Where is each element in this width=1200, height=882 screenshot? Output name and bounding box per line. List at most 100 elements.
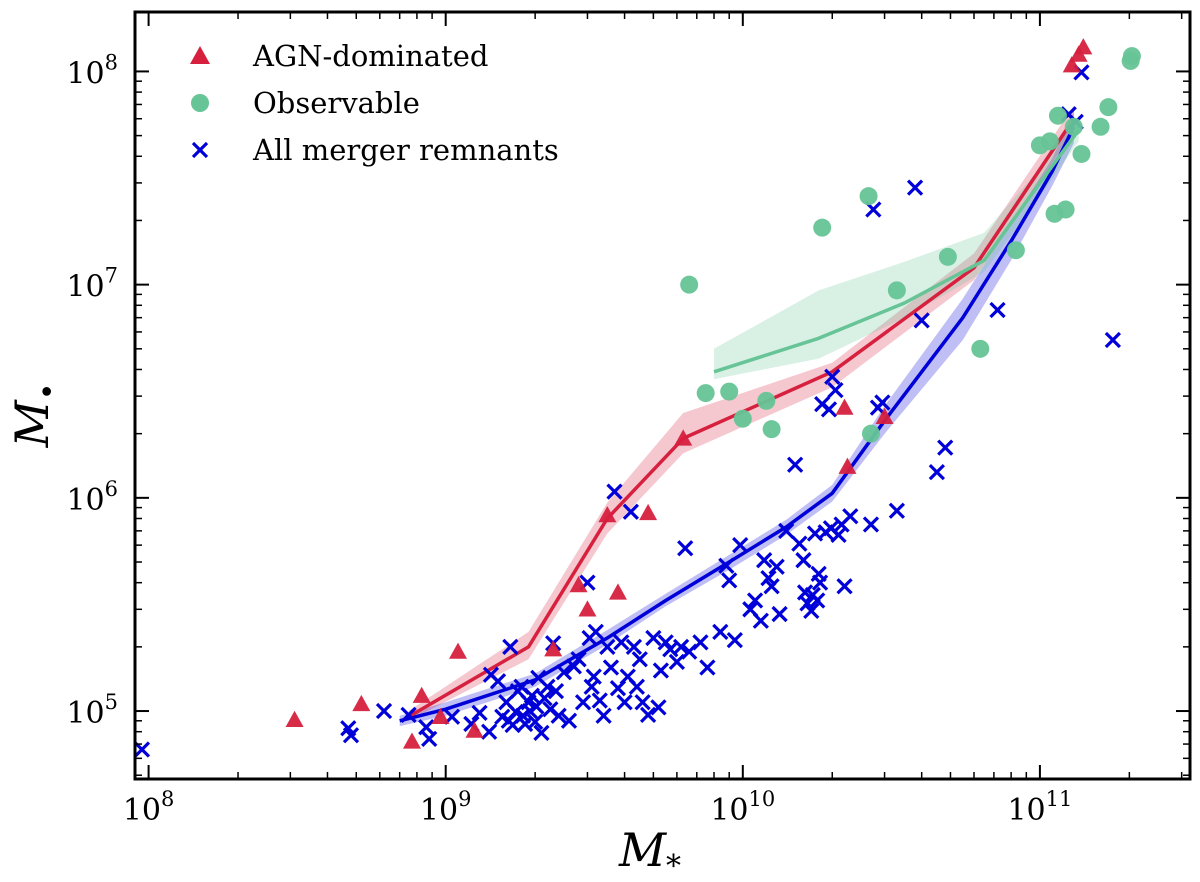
point-x-59 (634, 694, 651, 711)
point-circle-6 (813, 218, 832, 237)
point-x-3 (375, 702, 393, 720)
point-x-37 (560, 712, 578, 729)
point-x-86 (786, 456, 804, 473)
point-x-105 (836, 578, 853, 595)
point-circle-17 (1056, 200, 1075, 219)
point-x-107 (862, 516, 880, 533)
x-axis-title: M* (618, 823, 681, 882)
point-x-113 (913, 312, 930, 329)
point-x-91 (803, 602, 820, 620)
x-tick-label-3: 1011 (1007, 787, 1072, 828)
point-triangle-16 (875, 407, 894, 424)
point-x-75 (726, 632, 743, 649)
point-x-72 (712, 623, 729, 641)
point-circle-9 (887, 281, 906, 300)
point-x-40 (574, 694, 592, 711)
point-x-36 (555, 664, 573, 681)
point-triangle-1 (352, 694, 371, 712)
point-triangle-6 (465, 721, 484, 738)
point-circle-5 (762, 420, 781, 439)
x-tick-label-0: 108 (123, 787, 175, 828)
point-x-101 (824, 368, 841, 385)
point-triangle-13 (674, 429, 693, 446)
point-x-94 (809, 592, 826, 609)
point-x-76 (732, 537, 749, 554)
point-x-79 (752, 612, 769, 629)
point-x-110 (874, 394, 891, 411)
point-x-111 (888, 502, 905, 519)
point-x-103 (830, 526, 847, 544)
point-x-96 (811, 574, 829, 591)
y-tick-label-1: 106 (66, 477, 118, 518)
point-x-120 (1104, 331, 1121, 349)
point-x-71 (699, 659, 716, 676)
point-x-73 (718, 557, 735, 574)
point-x-83 (768, 558, 785, 575)
point-circle-19 (1072, 144, 1091, 163)
point-x-87 (791, 535, 808, 552)
point-circle-14 (1040, 132, 1059, 151)
point-circle-21 (1099, 98, 1118, 117)
point-circle-1 (696, 384, 715, 403)
point-x-10 (480, 723, 498, 740)
point-triangle-10 (598, 506, 617, 523)
point-x-5 (418, 719, 435, 736)
y-axis-title: M• (5, 383, 66, 449)
legend: AGN-dominated Observable All merger remn… (190, 39, 559, 167)
point-x-57 (628, 678, 646, 695)
point-x-112 (906, 179, 924, 196)
data-points (133, 38, 1141, 758)
point-circle-12 (1006, 241, 1025, 260)
point-x-56 (625, 638, 643, 655)
point-x-38 (565, 658, 582, 675)
median-band-2 (714, 118, 1079, 380)
point-x-6 (421, 730, 438, 748)
point-x-85 (778, 522, 795, 539)
point-x-70 (692, 634, 709, 651)
point-x-49 (602, 659, 620, 676)
point-x-68 (677, 540, 694, 557)
point-triangle-4 (431, 707, 450, 724)
point-x-35 (550, 707, 567, 724)
point-triangle-5 (449, 642, 468, 659)
legend-marker-all (191, 141, 209, 159)
x-tick-label-2: 1010 (710, 787, 775, 828)
point-x-82 (763, 578, 780, 595)
point-triangle-12 (639, 503, 658, 521)
point-x-30 (536, 689, 553, 707)
point-circle-4 (757, 391, 776, 410)
point-x-48 (599, 638, 616, 655)
point-triangle-17 (1062, 56, 1081, 73)
point-triangle-8 (569, 576, 588, 593)
point-circle-20 (1091, 117, 1110, 136)
point-x-55 (622, 503, 640, 520)
point-x-61 (645, 629, 662, 647)
point-x-99 (820, 401, 838, 418)
point-x-80 (756, 552, 773, 569)
point-x-106 (842, 508, 859, 525)
point-triangle-19 (1074, 38, 1093, 55)
point-circle-8 (861, 424, 880, 443)
point-x-102 (827, 382, 844, 399)
point-x-44 (585, 668, 602, 685)
point-x-31 (539, 678, 556, 695)
point-x-47 (595, 707, 612, 724)
point-circle-18 (1064, 117, 1083, 136)
point-x-2 (342, 727, 360, 744)
point-x-60 (639, 706, 657, 723)
plot-frame (133, 10, 1192, 781)
legend-marker-observable (191, 94, 209, 112)
point-x-58 (631, 651, 648, 668)
point-triangle-0 (285, 710, 304, 727)
point-triangle-2 (402, 732, 421, 749)
point-circle-16 (1048, 106, 1067, 125)
point-triangle-7 (544, 640, 563, 657)
legend-label-all: All merger remnants (252, 133, 559, 167)
point-triangle-15 (838, 457, 857, 474)
point-x-9 (471, 704, 488, 722)
point-x-52 (613, 634, 630, 651)
point-circle-2 (720, 382, 739, 401)
point-x-26 (527, 713, 544, 730)
legend-marker-agn (190, 46, 210, 64)
y-tick-label-3: 108 (66, 50, 118, 91)
